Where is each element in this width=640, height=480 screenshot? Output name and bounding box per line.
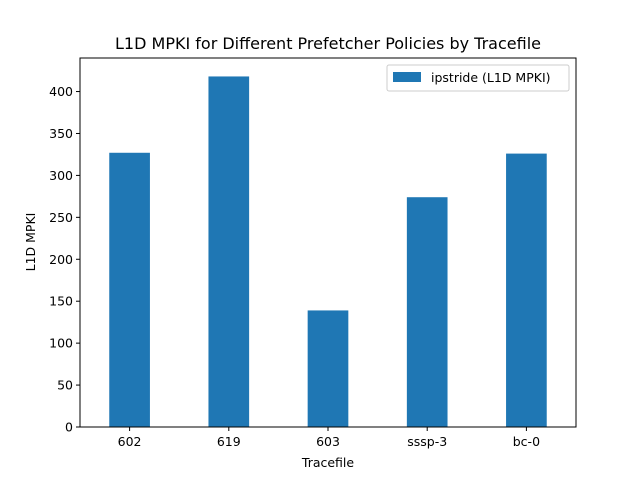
y-tick-label: 100 xyxy=(49,336,73,351)
x-axis-label: Tracefile xyxy=(301,455,355,470)
bar-602 xyxy=(109,152,150,427)
x-tick-label: bc-0 xyxy=(513,434,540,449)
y-tick-label: 200 xyxy=(49,252,73,267)
y-tick-label: 300 xyxy=(49,168,73,183)
y-tick-label: 0 xyxy=(65,420,73,435)
x-tick-label: 602 xyxy=(118,434,142,449)
y-axis-ticks: 0 50 100 150 200 250 300 350 400 xyxy=(49,84,80,435)
x-tick-label: 619 xyxy=(217,434,241,449)
plot-frame xyxy=(79,57,577,428)
x-tick-label: sssp-3 xyxy=(407,434,447,449)
y-tick-label: 250 xyxy=(49,210,73,225)
y-axis-label: L1D MPKI xyxy=(23,213,38,272)
y-tick-label: 50 xyxy=(57,378,73,393)
legend-box xyxy=(386,64,570,92)
bar-603 xyxy=(307,310,349,427)
legend-swatch xyxy=(393,72,421,82)
bars-group xyxy=(109,76,547,427)
y-tick-label: 400 xyxy=(49,84,73,99)
x-tick-label: 603 xyxy=(316,434,340,449)
legend: ipstride (L1D MPKI) xyxy=(386,64,570,92)
bar-bc-0 xyxy=(506,153,547,427)
x-axis-ticks: 602 619 603 sssp-3 bc-0 xyxy=(118,427,540,449)
bar-sssp-3 xyxy=(406,197,448,427)
legend-label: ipstride (L1D MPKI) xyxy=(431,70,551,85)
chart-title: L1D MPKI for Different Prefetcher Polici… xyxy=(115,34,541,53)
y-tick-label: 150 xyxy=(49,294,73,309)
bar-619 xyxy=(208,76,250,427)
y-tick-label: 350 xyxy=(49,126,73,141)
